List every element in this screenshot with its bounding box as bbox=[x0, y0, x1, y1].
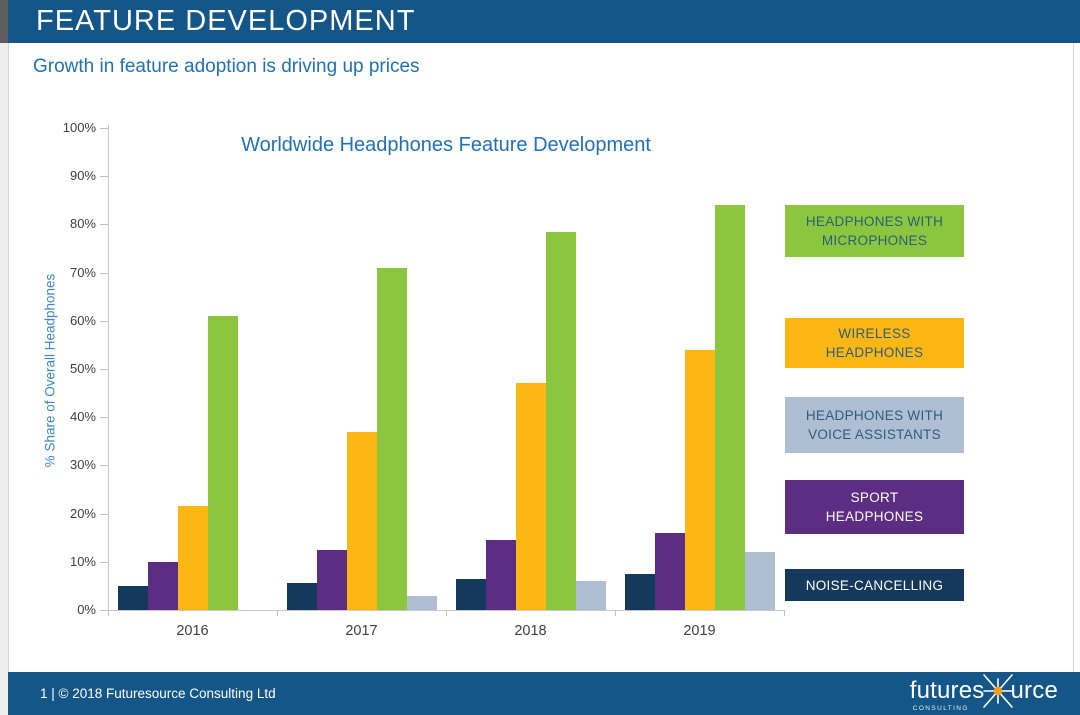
y-tick-label: 20% bbox=[69, 505, 96, 521]
y-tick-label: 10% bbox=[69, 553, 96, 569]
page-edge-line bbox=[1073, 43, 1074, 672]
y-tick-label: 100% bbox=[62, 120, 96, 135]
left-page-gutter bbox=[0, 0, 9, 715]
y-tick-label: 30% bbox=[69, 457, 96, 473]
bar-2017-noise-cancelling bbox=[286, 583, 317, 610]
y-tick-mark bbox=[100, 610, 108, 611]
legend-item: WIRELESS HEADPHONES bbox=[785, 318, 964, 368]
bar-2017-sport-headphones bbox=[316, 549, 347, 610]
bar-2016-noise-cancelling bbox=[117, 585, 148, 610]
bar-2019-wireless-headphones bbox=[684, 349, 715, 610]
y-tick-label: 0% bbox=[77, 602, 96, 617]
logo-text-right: urce bbox=[1010, 677, 1058, 704]
legend-item: HEADPHONES WITH MICROPHONES bbox=[785, 205, 964, 257]
bar-2018-headphones-with-microphones bbox=[545, 231, 576, 610]
footer-page-info: 1 | © 2018 Futuresource Consulting Ltd bbox=[40, 686, 276, 701]
slide-footer: 1 | © 2018 Futuresource Consulting Ltd f… bbox=[8, 672, 1080, 715]
futuresource-logo: futures urce CONSULTING bbox=[910, 674, 1058, 712]
bar-2016-headphones-with-microphones bbox=[207, 315, 238, 610]
x-tick-mark bbox=[446, 610, 447, 616]
bar-2018-sport-headphones bbox=[485, 540, 516, 610]
logo-text-left: futures bbox=[909, 677, 985, 704]
y-tick-mark bbox=[100, 224, 108, 226]
slide-header: FEATURE DEVELOPMENT bbox=[8, 0, 1080, 43]
bar-2018-wireless-headphones bbox=[515, 383, 546, 610]
legend-item: SPORT HEADPHONES bbox=[785, 480, 964, 534]
bar-2017-headphones-with-voice-assistants bbox=[406, 595, 437, 610]
page-title: FEATURE DEVELOPMENT bbox=[36, 5, 416, 37]
starburst-icon bbox=[982, 674, 1013, 708]
y-tick-label: 60% bbox=[69, 312, 96, 328]
bar-2019-headphones-with-voice-assistants bbox=[744, 552, 775, 610]
bar-2019-noise-cancelling bbox=[624, 573, 655, 610]
bar-2019-sport-headphones bbox=[654, 532, 685, 610]
slide-subtitle: Growth in feature adoption is driving up… bbox=[33, 56, 420, 77]
y-tick-mark bbox=[100, 176, 108, 178]
y-tick-label: 80% bbox=[69, 216, 96, 232]
y-tick-label: 70% bbox=[69, 264, 96, 280]
legend-item: NOISE-CANCELLING bbox=[785, 569, 964, 601]
y-tick-mark bbox=[100, 369, 108, 370]
x-category-label: 2019 bbox=[683, 623, 716, 639]
y-tick-mark bbox=[100, 417, 108, 419]
bar-2017-wireless-headphones bbox=[346, 431, 377, 610]
chart-title: Worldwide Headphones Feature Development bbox=[241, 134, 651, 156]
y-tick-mark bbox=[100, 272, 108, 274]
x-category-label: 2018 bbox=[514, 623, 547, 639]
y-axis-line bbox=[108, 125, 109, 611]
x-category-label: 2016 bbox=[176, 623, 209, 639]
bar-2016-sport-headphones bbox=[147, 561, 178, 610]
logo-subtext: CONSULTING bbox=[912, 705, 969, 712]
bar-2018-noise-cancelling bbox=[455, 578, 486, 610]
y-tick-mark bbox=[100, 561, 108, 563]
x-tick-mark bbox=[784, 610, 785, 616]
y-tick-mark bbox=[100, 465, 108, 467]
y-tick-label: 90% bbox=[69, 168, 96, 184]
x-tick-mark bbox=[615, 610, 616, 616]
y-tick-mark bbox=[100, 513, 108, 515]
bar-2018-headphones-with-voice-assistants bbox=[575, 581, 606, 610]
x-category-label: 2017 bbox=[345, 623, 378, 639]
y-tick-label: 50% bbox=[69, 361, 96, 376]
bar-2019-headphones-with-microphones bbox=[714, 205, 745, 610]
y-tick-label: 40% bbox=[69, 409, 96, 425]
bar-2017-headphones-with-microphones bbox=[376, 267, 407, 610]
y-tick-mark bbox=[100, 128, 108, 129]
left-page-gutter-dark bbox=[0, 0, 8, 43]
bar-2016-wireless-headphones bbox=[177, 506, 208, 610]
x-tick-mark bbox=[108, 610, 109, 616]
legend-item: HEADPHONES WITH VOICE ASSISTANTS bbox=[785, 397, 964, 453]
x-tick-mark bbox=[277, 610, 278, 616]
y-tick-mark bbox=[100, 320, 108, 322]
